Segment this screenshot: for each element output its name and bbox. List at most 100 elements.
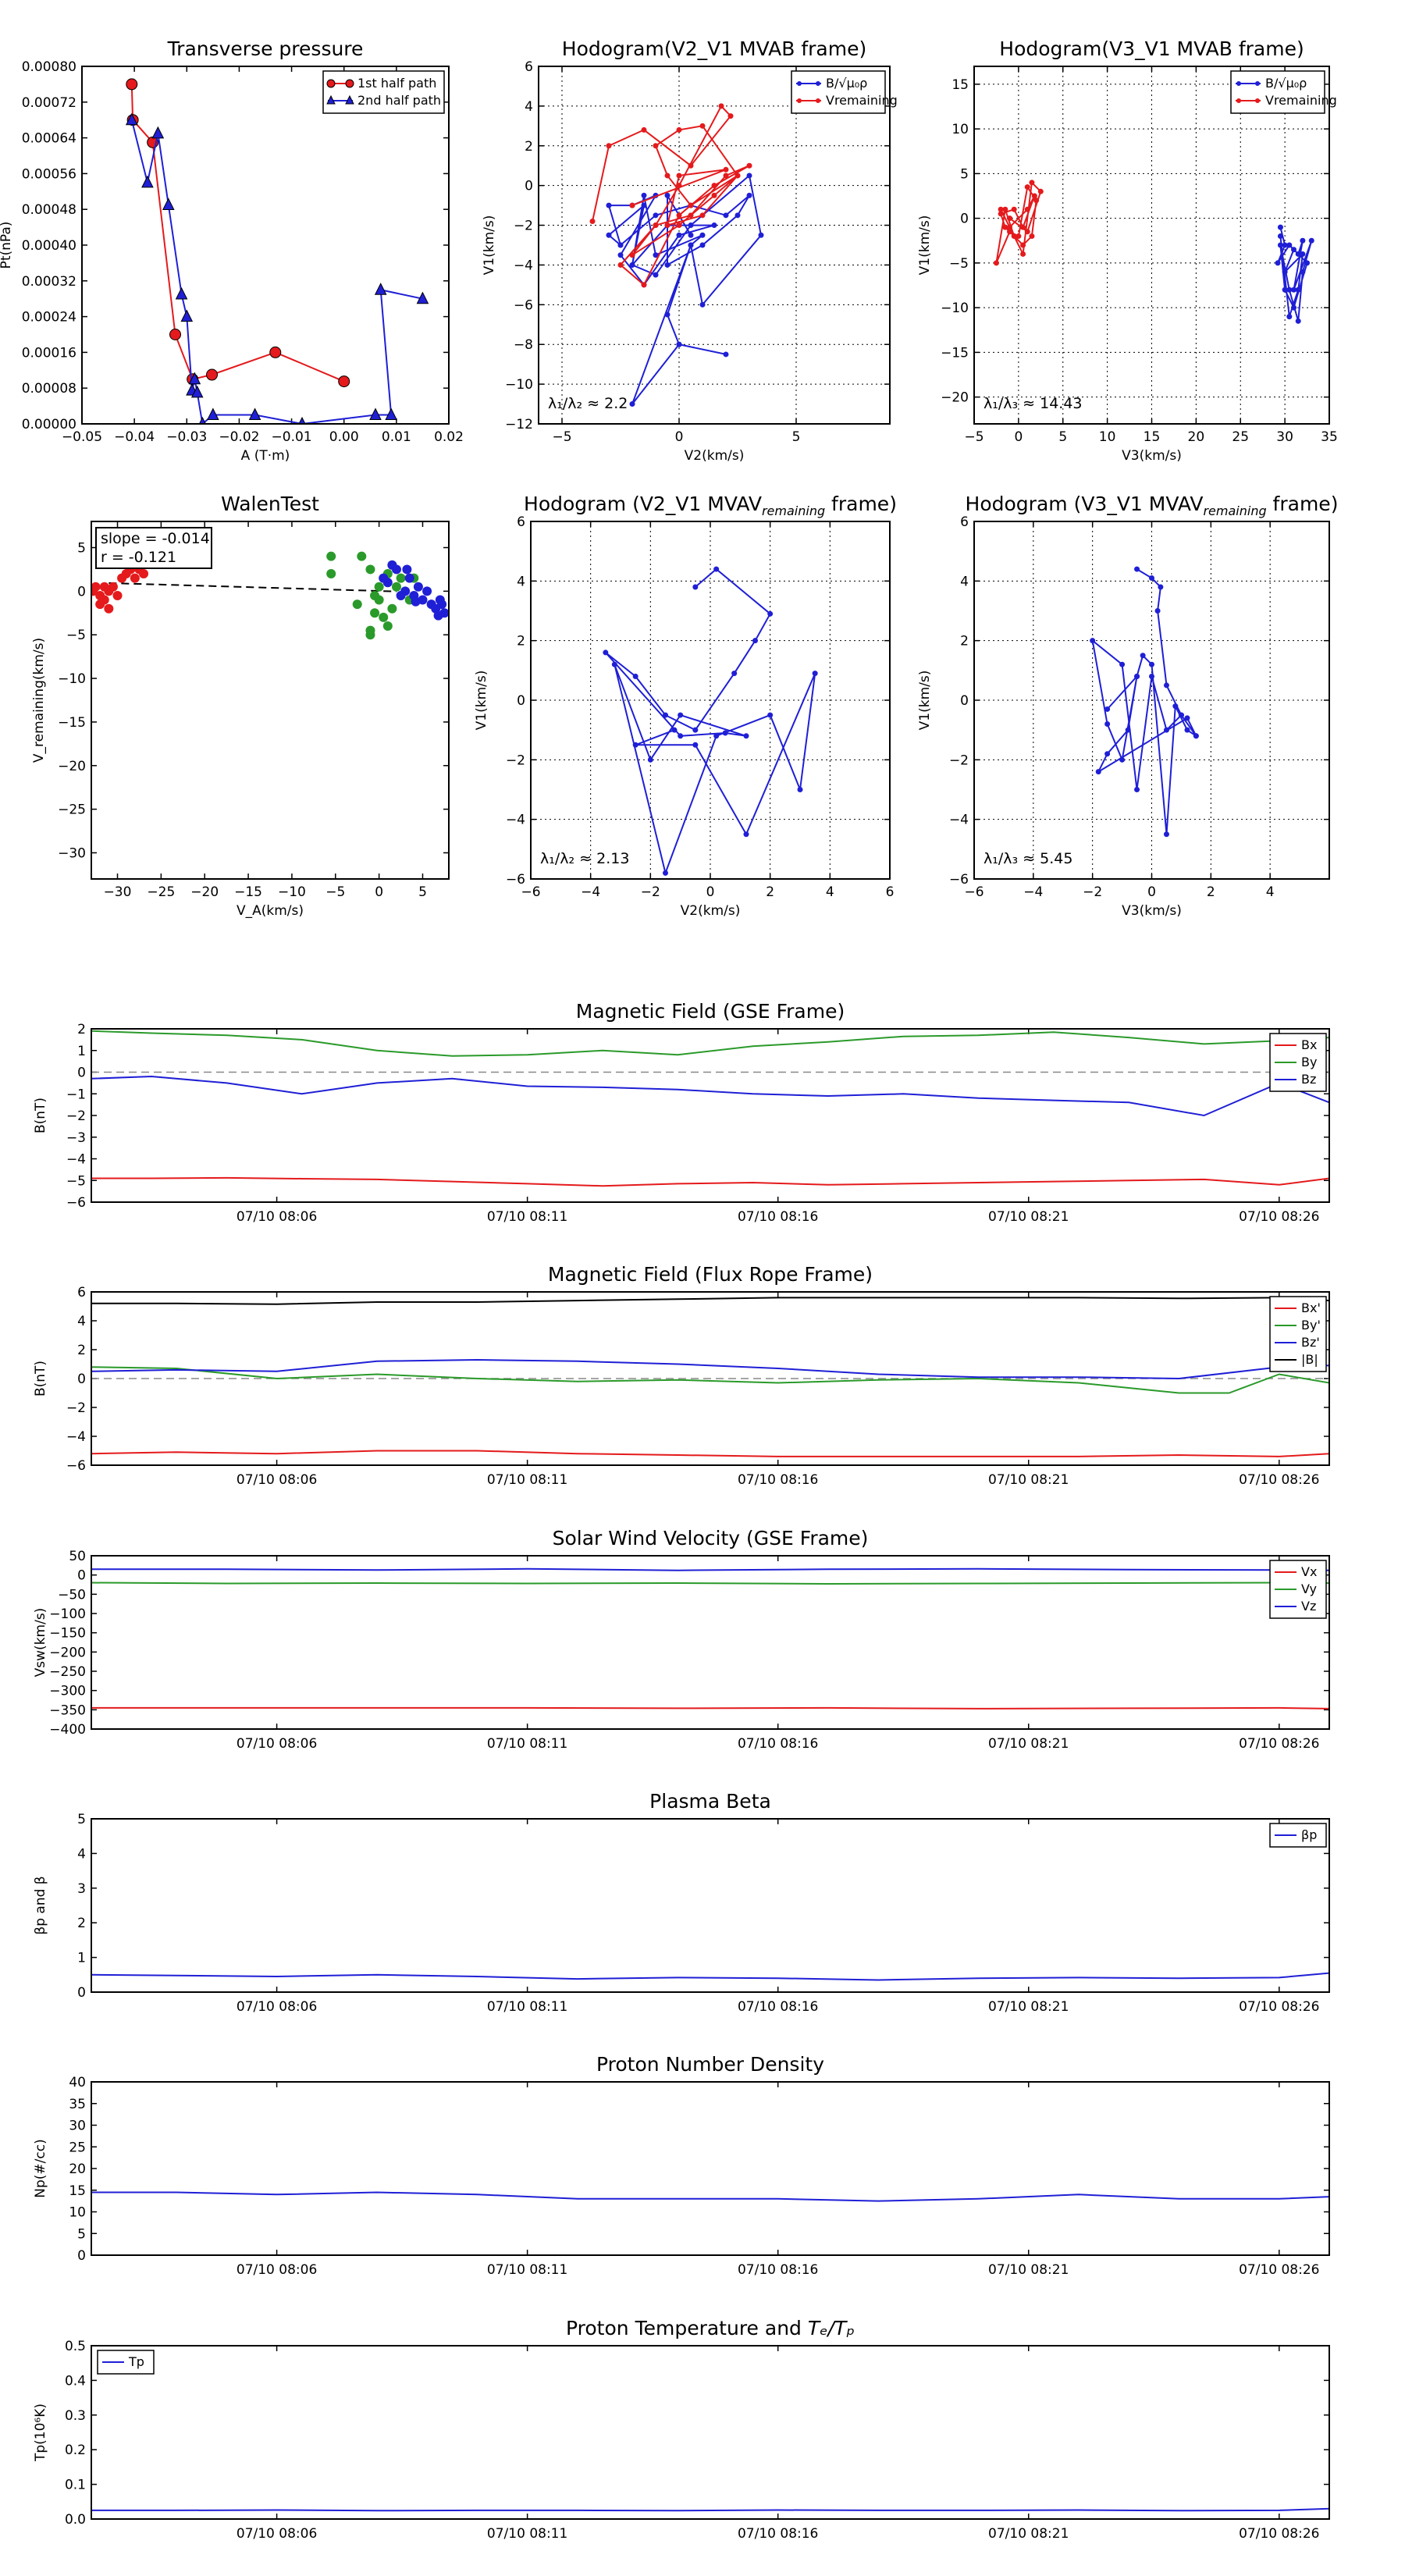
data-point [169,329,182,340]
walen-test-panel: −30 −25 −20 −15 −10 −5 0 5 −30 −25 −20 −15 −10 −5 0 5 V_… [31,493,450,919]
y-tick-label: 0.00016 [22,345,76,361]
time-tick-label: 07/10 08:26 [1239,1472,1319,1488]
data-point [396,573,406,583]
data-point [653,212,659,219]
data-point [699,232,706,238]
data-point [617,262,624,268]
data-point [1104,706,1111,712]
x-tick-label: 30 [1276,429,1293,445]
series-line-0 [607,174,763,405]
data-point [1007,215,1012,222]
data-point [711,192,717,198]
time-tick-label: 07/10 08:11 [487,2262,567,2278]
legend-label: Vremaining [826,93,898,108]
y-tick-label: 25 [69,2140,86,2155]
y-tick-label: 6 [517,514,525,530]
y-tick-label: −6 [66,1195,86,1211]
y-tick-label: −8 [514,337,533,353]
y-tick-label: 2 [77,1916,86,1931]
data-point [1295,251,1301,257]
y-tick-label: 0.0 [65,2512,86,2528]
data-point [1016,233,1022,240]
data-point [130,573,140,583]
panel-title: Plasma Beta [649,1790,771,1813]
title-main: Hodogram (V2_V1 MVAV [524,493,762,515]
data-point [1308,237,1314,244]
series-line-0 [91,1972,1329,1981]
x-tick-label: −0.03 [166,429,207,445]
legend-marker [345,94,354,105]
plot-frame [538,66,891,425]
y-tick-label: 5 [960,166,969,182]
x-tick-label: −10 [278,884,306,900]
legend-marker [816,98,820,103]
title-subscript: remaining [762,503,825,518]
data-point [629,401,635,407]
data-point [1029,233,1035,240]
data-point [1193,733,1199,739]
eigenvalue-ratio-annotation: λ₁/λ₂ ≈ 2.2 [548,395,628,412]
x-axis-label: V3(km/s) [1122,903,1182,919]
data-point [676,126,682,133]
y-tick-label: −150 [49,1626,86,1642]
data-point [141,175,154,188]
y-tick-label: −200 [49,1645,86,1660]
time-tick-label: 07/10 08:11 [487,2526,567,2542]
legend-label: Bx [1301,1037,1317,1052]
y-tick-label: 0 [77,1568,86,1584]
y-tick-label: 0 [77,584,86,600]
series-line-0 [91,1706,1329,1710]
y-tick-label: 0.2 [65,2443,86,2458]
data-point [998,206,1004,212]
data-point [1095,769,1101,775]
legend-label: Vremaining [1265,93,1337,108]
y-tick-label: −3 [66,1130,86,1146]
data-point [676,183,682,189]
data-point [180,309,194,322]
data-point [248,407,261,421]
x-tick-label: −5 [325,884,345,900]
y-tick-label: −2 [949,753,969,768]
data-point [1020,251,1026,257]
y-tick-label: 6 [525,59,533,75]
series-line-0 [91,2191,1329,2202]
y-axis-label: B(nT) [33,1098,48,1133]
data-point [653,143,659,149]
plot-area [91,1567,1329,1710]
x-tick-label: 4 [1266,884,1275,900]
y-tick-label: 0 [525,179,533,194]
y-tick-label: −6 [66,1458,86,1474]
data-point [402,564,412,575]
data-point [338,375,350,388]
data-point [688,202,694,208]
time-tick-label: 07/10 08:16 [738,2262,818,2278]
legend-label: βp [1301,1827,1317,1842]
data-point [365,564,375,575]
x-axis-label: V2(km/s) [681,903,741,919]
y-tick-label: 15 [951,77,969,93]
data-point [723,212,729,219]
y-tick-label: −10 [505,377,533,393]
data-point [326,569,336,579]
y-tick-label: 2 [517,634,525,649]
y-axis-label: B(nT) [33,1361,48,1397]
legend-box [791,70,886,114]
data-point [653,252,659,258]
data-point [699,123,706,129]
data-point [1163,682,1169,688]
data-point [1295,286,1301,293]
x-tick-label: −5 [964,429,984,445]
series-line-1 [91,1582,1329,1585]
data-point [743,831,749,838]
data-point [1033,197,1040,204]
solar-wind-velocity-panel: Solar Wind Velocity (GSE Frame) −400 −350 −… [33,1527,1330,1752]
data-point [1286,242,1293,248]
data-point [711,183,717,189]
data-point [391,582,401,592]
y-tick-label: 0.4 [65,2373,86,2389]
data-point [678,712,684,718]
data-point [1007,229,1012,235]
data-point [812,671,818,677]
data-point [1002,206,1008,212]
panel-title: Proton Number Density [596,2053,824,2076]
